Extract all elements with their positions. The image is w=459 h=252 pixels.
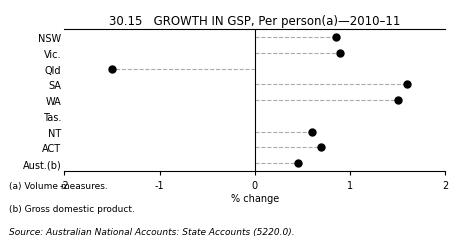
- Point: [308, 130, 316, 134]
- Text: (b) Gross domestic product.: (b) Gross domestic product.: [9, 204, 135, 213]
- X-axis label: % change: % change: [230, 193, 279, 203]
- Text: (a) Volume measures.: (a) Volume measures.: [9, 181, 108, 191]
- Point: [318, 146, 325, 150]
- Point: [294, 162, 301, 166]
- Title: 30.15   GROWTH IN GSP, Per person(a)—2010–11: 30.15 GROWTH IN GSP, Per person(a)—2010–…: [109, 15, 400, 28]
- Text: Source: Australian National Accounts: State Accounts (5220.0).: Source: Australian National Accounts: St…: [9, 227, 295, 236]
- Point: [108, 68, 116, 72]
- Point: [332, 36, 339, 40]
- Point: [337, 52, 344, 56]
- Point: [403, 83, 411, 87]
- Point: [394, 99, 401, 103]
